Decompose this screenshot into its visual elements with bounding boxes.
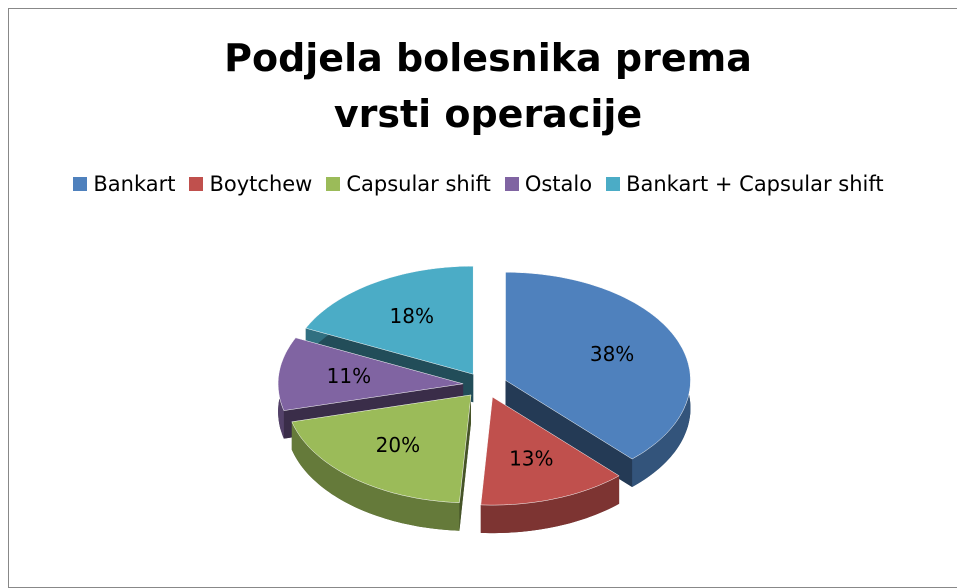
- legend-item: Capsular shift: [326, 172, 491, 196]
- slice: [305, 265, 474, 375]
- slice: [505, 272, 691, 460]
- data-label: 13%: [509, 447, 553, 471]
- slice: [277, 337, 464, 411]
- slice-side: [505, 380, 633, 487]
- data-label: 18%: [390, 304, 434, 328]
- legend: Bankart Boytchew Capsular shift Ostalo Banka…: [0, 172, 957, 196]
- legend-item: Bankart: [73, 172, 175, 196]
- legend-label: Bankart + Capsular shift: [626, 172, 884, 196]
- data-label: 11%: [327, 364, 371, 388]
- legend-swatch: [73, 177, 88, 191]
- legend-item: Bankart + Capsular shift: [606, 172, 884, 196]
- legend-label: Bankart: [93, 172, 176, 196]
- legend-label: Ostalo: [524, 172, 593, 196]
- chart-title: Podjela bolesnika prema vrsti operacije: [224, 36, 752, 136]
- legend-swatch: [504, 177, 519, 191]
- legend-label: Boytchew: [209, 172, 313, 196]
- slice-side: [459, 394, 471, 531]
- legend-swatch: [606, 177, 621, 191]
- data-label: 38%: [590, 342, 634, 366]
- legend-item: Ostalo: [504, 172, 593, 196]
- slice-wall: [291, 421, 460, 531]
- legend-swatch: [326, 177, 341, 191]
- legend-swatch: [189, 177, 204, 191]
- data-label: 20%: [376, 433, 420, 457]
- slice: [480, 396, 620, 506]
- legend-label: Capsular shift: [346, 172, 491, 196]
- legend-item: Boytchew: [189, 172, 312, 196]
- slice-wall: [480, 475, 620, 534]
- slice: [291, 394, 472, 503]
